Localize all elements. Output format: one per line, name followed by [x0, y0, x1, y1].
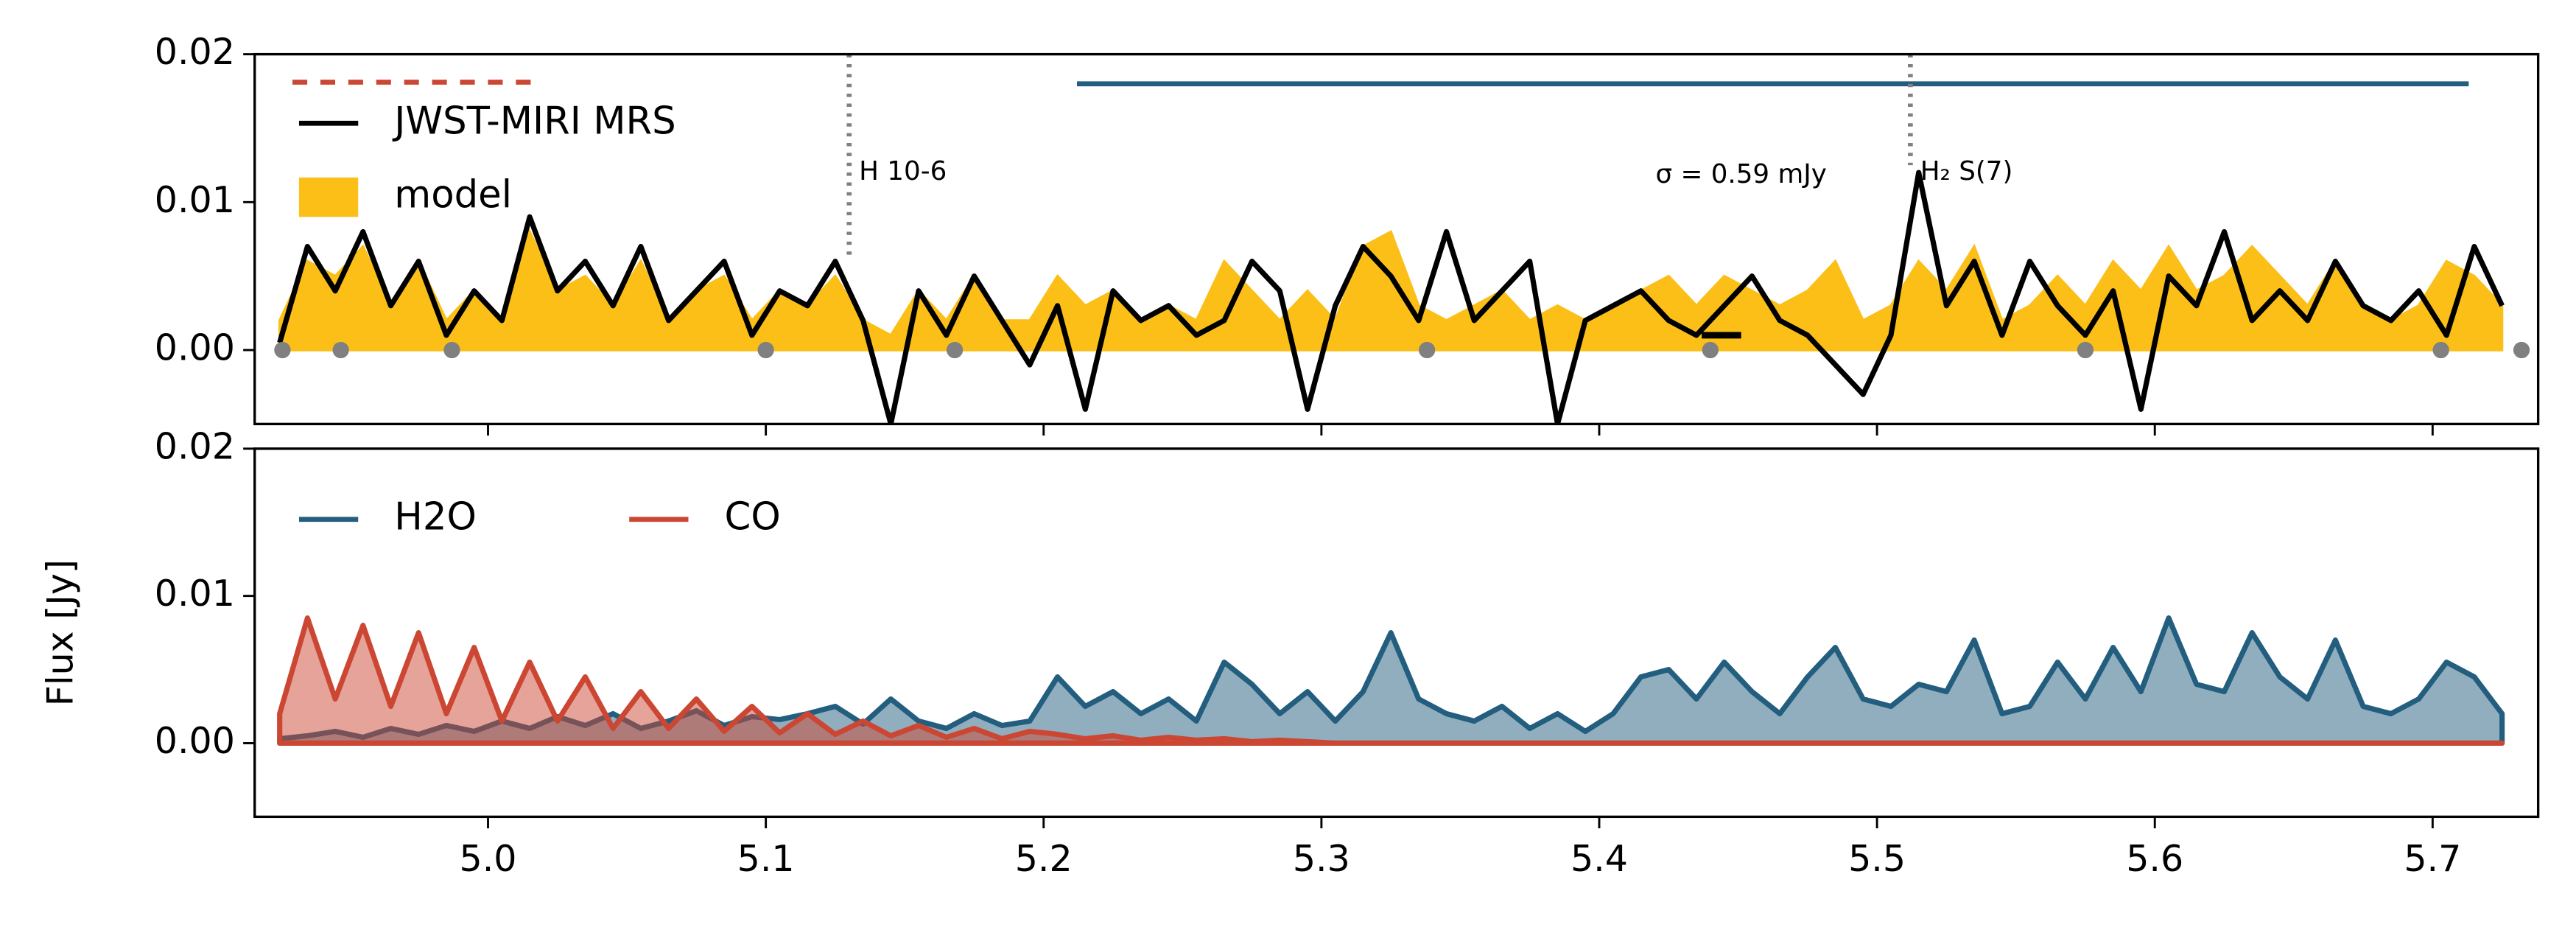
continuum-point: [946, 341, 964, 359]
continuum-point: [2513, 341, 2530, 359]
continuum-point: [332, 341, 349, 359]
legend-label: H2O: [394, 495, 477, 539]
line-label: H₂ S(7): [1920, 156, 2013, 186]
plot-area: [277, 169, 2505, 424]
x-tick-label: 5.6: [2126, 837, 2183, 880]
plot-area: [277, 615, 2505, 747]
model-area: [278, 228, 2504, 352]
axes-frame: [253, 447, 2540, 819]
continuum-point: [757, 341, 774, 359]
x-tick-label: 5.4: [1570, 837, 1628, 880]
continuum-point: [1419, 341, 1436, 359]
x-tick-label: 5.7: [2404, 837, 2461, 880]
x-tick-label: 5.2: [1015, 837, 1073, 880]
continuum-point: [274, 341, 291, 359]
spectrum-line: [277, 169, 2505, 424]
continuum-point: [443, 341, 460, 359]
x-tick-label: 5.3: [1293, 837, 1350, 880]
continuum-point: [1702, 341, 1719, 359]
species-area: [277, 615, 2505, 747]
y-tick-label: 0.02: [155, 30, 235, 73]
y-tick-label: 0.01: [155, 572, 235, 615]
continuum-point: [2432, 341, 2449, 359]
continuum-point: [2077, 341, 2094, 359]
y-axis-label: Flux [Jy]: [38, 559, 81, 706]
legend-swatch: [298, 177, 359, 217]
y-tick-label: 0.00: [155, 719, 235, 762]
axes-frame: [253, 52, 2540, 426]
legend-label: model: [394, 173, 512, 217]
line-label: H 10-6: [859, 156, 947, 186]
plots: 0.02 0.01 0.00 H 10-6 H₂ S(7) σ = 0.59 mJy mod…: [38, 30, 2540, 880]
x-tick-label: 5.5: [1848, 837, 1906, 880]
y-tick-label: 0.02: [155, 424, 235, 467]
x-tick-label: 5.1: [737, 837, 795, 880]
legend-label: CO: [725, 495, 781, 539]
noise-label: σ = 0.59 mJy: [1656, 159, 1827, 189]
legend-label: JWST-MIRI MRS: [392, 99, 675, 143]
y-tick-label: 0.01: [155, 178, 235, 221]
x-tick-label: 5.0: [460, 837, 517, 880]
y-tick-label: 0.00: [155, 326, 235, 369]
